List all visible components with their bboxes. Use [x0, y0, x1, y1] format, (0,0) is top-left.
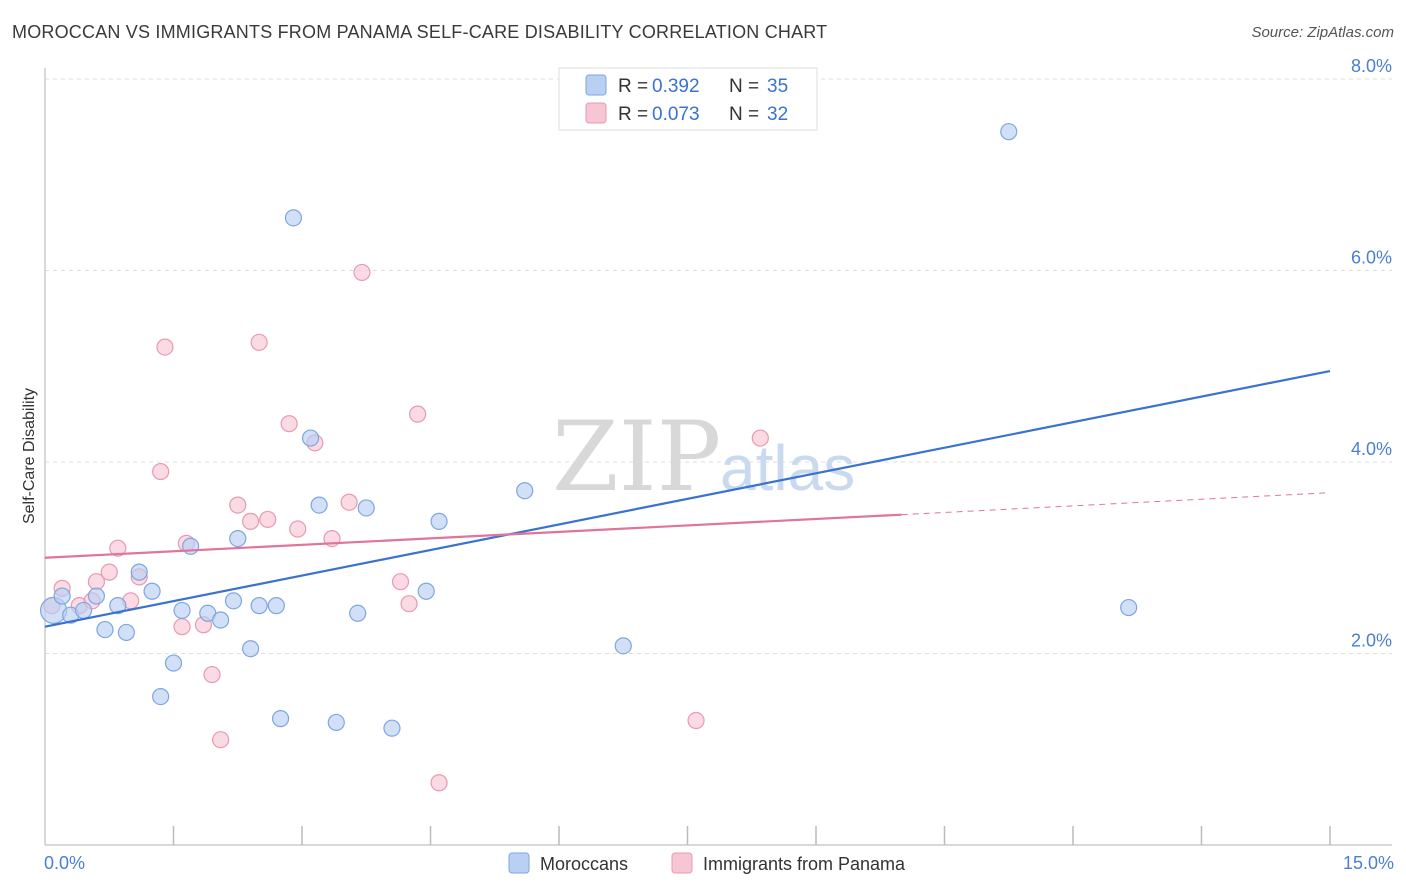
- bottom-legend-label-panama: Immigrants from Panama: [703, 854, 906, 874]
- moroccans-point: [229, 529, 247, 548]
- moroccans-point: [152, 687, 170, 706]
- series-immigrants-from-panama: [43, 263, 769, 792]
- legend-r-label: R =: [618, 76, 648, 97]
- moroccans-point: [109, 597, 127, 615]
- moroccans-point: [284, 209, 303, 227]
- panama-trendline: [901, 492, 1331, 516]
- moroccans-point: [310, 496, 328, 514]
- x-tick-label: 0.0%: [44, 853, 85, 873]
- trendlines: [44, 369, 1331, 628]
- legend-r-value: 0.392: [652, 76, 700, 97]
- panama-point: [259, 510, 277, 529]
- moroccans-point: [130, 563, 148, 581]
- panama-point: [400, 595, 418, 613]
- bottom-legend-swatch-moroccans: [508, 852, 530, 874]
- legend-swatch-panama: [585, 102, 607, 124]
- chart-title: MOROCCAN VS IMMIGRANTS FROM PANAMA SELF-…: [12, 22, 828, 42]
- panama-trendline: [44, 513, 902, 559]
- panama-point: [229, 496, 247, 514]
- moroccans-point: [614, 637, 632, 655]
- moroccans-point: [1120, 598, 1138, 617]
- moroccans-point: [87, 587, 106, 605]
- watermark-zip: ZIP: [552, 401, 721, 513]
- panama-point: [353, 263, 371, 282]
- panama-point: [109, 539, 127, 557]
- x-tick-labels: 0.0% 15.0%: [44, 853, 1394, 873]
- moroccans-point: [516, 482, 534, 500]
- moroccans-point: [53, 587, 71, 605]
- moroccans-point: [173, 601, 191, 620]
- panama-point: [430, 774, 448, 792]
- moroccans-point: [212, 611, 230, 629]
- bottom-legend-label-moroccans: Moroccans: [540, 854, 628, 874]
- moroccans-point: [327, 713, 345, 732]
- panama-point: [340, 493, 358, 511]
- legend-n-label: N =: [729, 104, 759, 125]
- legend-swatch-moroccans: [585, 74, 607, 96]
- watermark-atlas: atlas: [720, 432, 855, 504]
- panama-point: [242, 512, 260, 530]
- moroccans-point: [74, 601, 93, 620]
- x-tick-label: 15.0%: [1343, 853, 1394, 873]
- bottom-legend-swatch-panama: [671, 852, 693, 874]
- y-tick-label: 4.0%: [1351, 439, 1392, 459]
- panama-point: [391, 573, 410, 591]
- panama-point: [289, 520, 307, 538]
- source-label: Source: ZipAtlas.com: [1251, 24, 1394, 41]
- moroccans-point: [430, 512, 448, 530]
- y-tick-label: 2.0%: [1351, 631, 1392, 651]
- moroccans-point: [164, 654, 183, 672]
- bottom-legend: Moroccans Immigrants from Panama: [508, 852, 906, 874]
- moroccans-point: [267, 597, 285, 615]
- y-tick-labels: 2.0% 4.0% 6.0% 8.0%: [1351, 56, 1392, 651]
- moroccans-point: [357, 499, 375, 517]
- panama-point: [152, 462, 170, 481]
- legend-n-label: N =: [729, 76, 759, 97]
- legend: R = 0.392 N = 35 R = 0.073 N = 32: [558, 67, 818, 131]
- panama-point: [250, 333, 268, 351]
- legend-n-value: 35: [767, 76, 788, 97]
- moroccans-point: [1000, 123, 1018, 141]
- moroccans-point: [349, 604, 367, 622]
- legend-r-value: 0.073: [652, 104, 700, 125]
- panama-point: [212, 731, 230, 749]
- moroccans-point: [301, 429, 320, 447]
- moroccans-point: [417, 582, 435, 600]
- moroccans-point: [182, 537, 200, 555]
- panama-point: [156, 338, 174, 356]
- moroccans-point: [117, 623, 135, 642]
- legend-r-label: R =: [618, 104, 648, 125]
- moroccans-point: [96, 620, 114, 639]
- moroccans-trendline: [44, 369, 1331, 628]
- panama-point: [100, 563, 118, 581]
- moroccans-point: [383, 719, 401, 737]
- legend-n-value: 32: [767, 104, 788, 125]
- y-tick-label: 6.0%: [1351, 248, 1392, 268]
- x-ticks: [172, 826, 1331, 845]
- moroccans-point: [271, 710, 290, 728]
- panama-point: [687, 711, 705, 730]
- series-moroccans: [39, 123, 1138, 737]
- axes: [44, 68, 1392, 846]
- moroccans-point: [242, 640, 260, 658]
- panama-point: [409, 405, 427, 423]
- panama-point: [280, 415, 298, 433]
- panama-point: [203, 665, 221, 684]
- gridlines: [45, 78, 1392, 654]
- panama-point: [751, 429, 769, 447]
- moroccans-point: [250, 597, 268, 615]
- moroccans-point: [143, 582, 161, 600]
- panama-point: [173, 618, 191, 636]
- y-tick-label: 8.0%: [1351, 56, 1392, 76]
- y-axis-title: Self-Care Disability: [21, 388, 38, 524]
- moroccans-point: [224, 592, 243, 610]
